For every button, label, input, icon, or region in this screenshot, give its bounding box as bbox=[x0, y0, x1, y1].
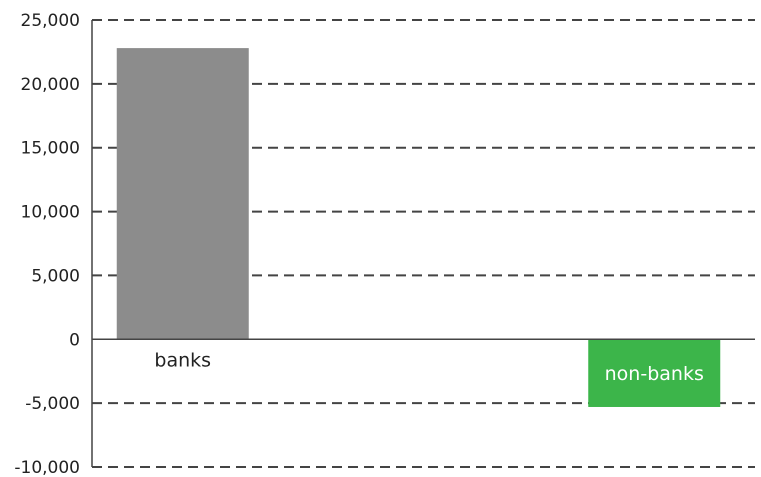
y-tick-labels: 25,000 20,000 15,000 10,000 5,000 0 -5,000 -10,… bbox=[14, 11, 80, 477]
bars bbox=[116, 48, 721, 407]
y-tick-label: 10,000 bbox=[21, 203, 80, 223]
axes bbox=[91, 20, 755, 467]
y-tick-label: 0 bbox=[69, 330, 80, 350]
y-tick-label: -5,000 bbox=[25, 394, 80, 414]
bar-non-banks bbox=[588, 339, 721, 407]
y-tick-label: 15,000 bbox=[21, 139, 80, 159]
y-tick-label: 20,000 bbox=[21, 75, 80, 95]
category-labels: banks non-banks bbox=[154, 349, 703, 385]
bar-banks bbox=[116, 48, 249, 340]
y-tick-label: 5,000 bbox=[31, 266, 80, 286]
category-label-non-banks: non-banks bbox=[605, 363, 704, 385]
y-tick-label: 25,000 bbox=[21, 11, 80, 31]
y-tick-label: -10,000 bbox=[14, 458, 80, 477]
category-label-banks: banks bbox=[154, 349, 211, 371]
